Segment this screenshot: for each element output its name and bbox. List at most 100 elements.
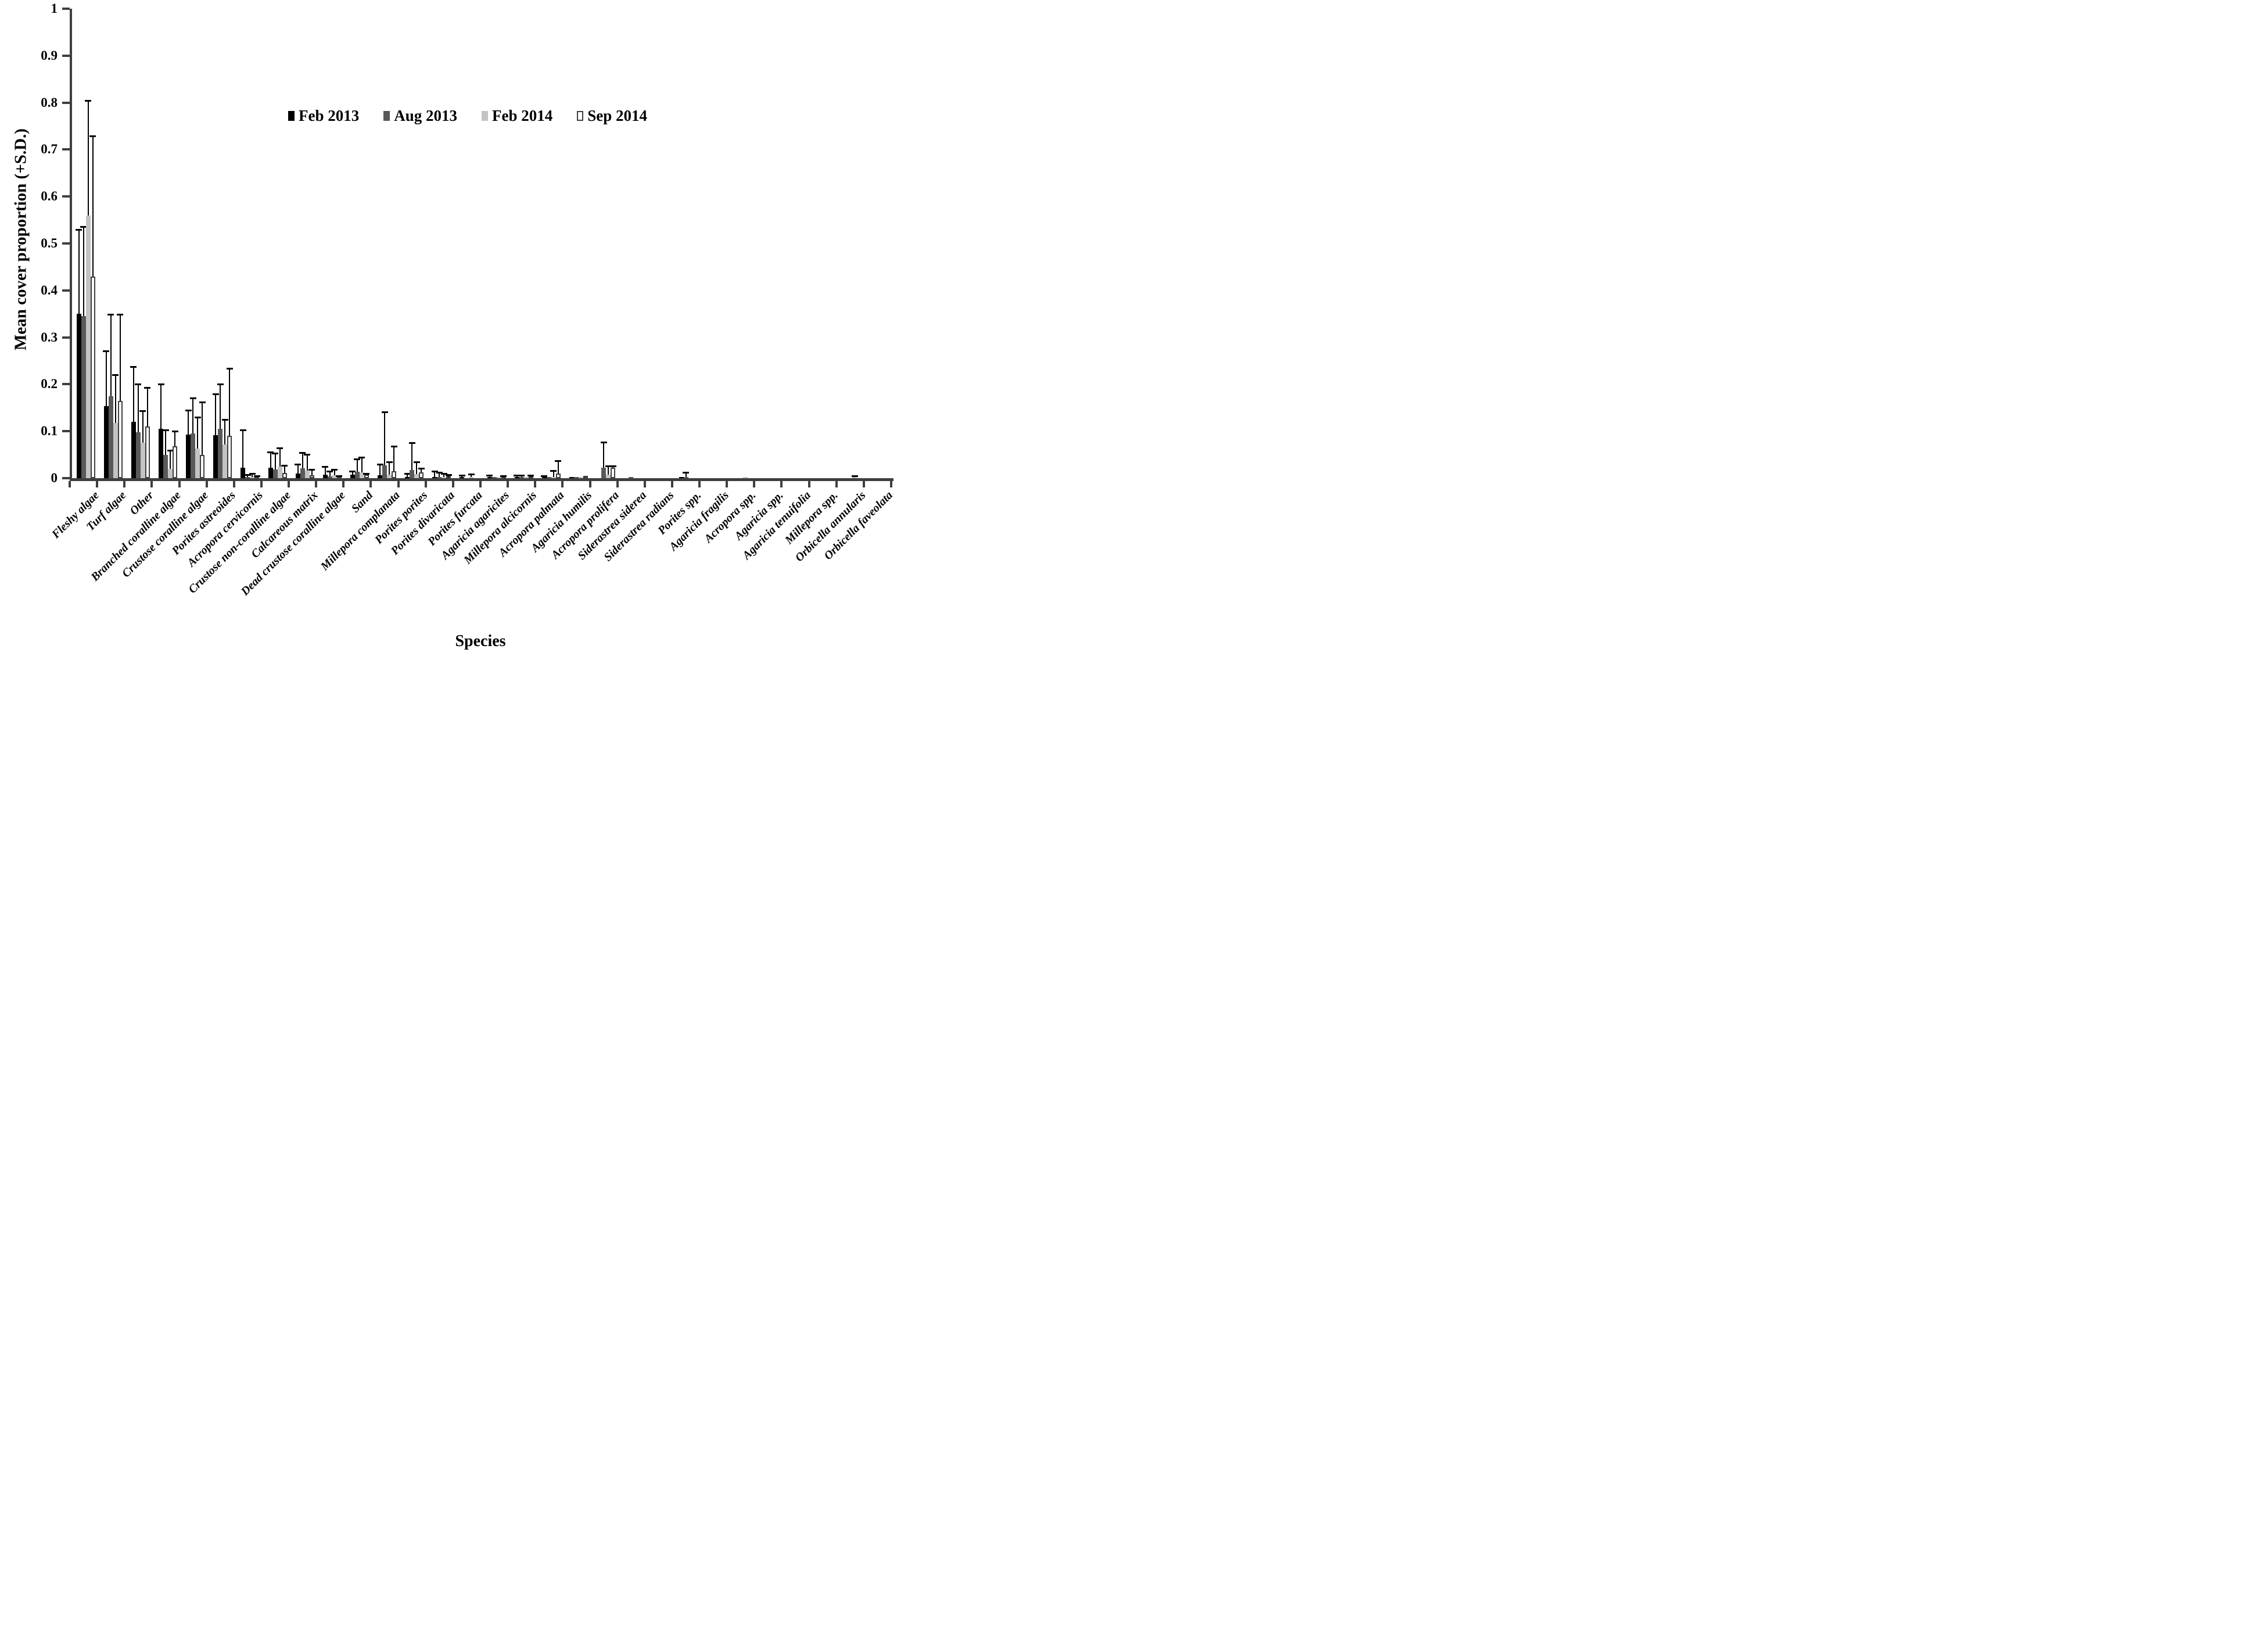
bar bbox=[514, 477, 519, 478]
bar bbox=[304, 471, 310, 478]
error-bar-line bbox=[105, 351, 107, 406]
bar bbox=[300, 468, 305, 478]
error-bar-line bbox=[439, 472, 440, 477]
error-bar-cap bbox=[683, 472, 689, 474]
x-axis-title: Species bbox=[455, 632, 506, 650]
y-axis-tick bbox=[62, 54, 70, 57]
error-bar-cap bbox=[336, 475, 343, 477]
y-axis-tick-label: 0.2 bbox=[41, 376, 58, 392]
bar bbox=[135, 432, 141, 478]
legend: Feb 2013 Aug 2013 Feb 2014 Sep 2014 bbox=[288, 108, 647, 124]
error-bar-line bbox=[284, 465, 285, 473]
error-bar-line bbox=[224, 419, 226, 444]
y-axis-tick bbox=[62, 148, 70, 151]
error-bar-cap bbox=[253, 475, 260, 477]
error-bar-cap bbox=[272, 453, 278, 454]
error-bar-line bbox=[393, 446, 394, 471]
legend-item-sep-2014: Sep 2014 bbox=[577, 108, 647, 124]
plot-area bbox=[70, 9, 893, 481]
error-bar-cap bbox=[381, 411, 388, 413]
error-bar-cap bbox=[76, 229, 82, 231]
error-bar-cap bbox=[440, 473, 447, 475]
x-axis-tick bbox=[150, 481, 153, 487]
y-axis-tick-label: 0.3 bbox=[41, 329, 58, 345]
error-bar-cap bbox=[171, 431, 178, 432]
error-bar-line bbox=[384, 412, 385, 465]
legend-swatch-sep-2014-icon bbox=[577, 111, 584, 121]
x-axis-tick bbox=[260, 481, 263, 487]
bar bbox=[168, 469, 173, 478]
error-bar-line bbox=[188, 410, 189, 435]
x-axis-tick bbox=[206, 481, 208, 487]
y-axis-tick-label: 0.8 bbox=[41, 95, 58, 110]
error-bar-line bbox=[92, 136, 94, 277]
error-bar-cap bbox=[189, 397, 196, 399]
error-bar-cap bbox=[217, 383, 224, 385]
y-axis-tick-label: 0.7 bbox=[41, 142, 58, 157]
error-bar-cap bbox=[413, 461, 420, 463]
x-axis-tick bbox=[835, 481, 838, 487]
error-bar-line bbox=[146, 388, 148, 426]
bar bbox=[629, 477, 634, 478]
error-bar-line bbox=[297, 464, 299, 474]
error-bar-cap bbox=[363, 473, 370, 475]
bar bbox=[295, 474, 300, 478]
error-bar-cap bbox=[354, 458, 361, 460]
y-axis-tick-label: 0.6 bbox=[41, 189, 58, 204]
bar bbox=[414, 474, 419, 478]
error-bar-line bbox=[202, 402, 203, 455]
error-bar-cap bbox=[212, 393, 219, 395]
error-bar-cap bbox=[103, 350, 110, 352]
bar bbox=[555, 474, 561, 478]
error-bar-cap bbox=[408, 442, 415, 444]
error-bar-cap bbox=[322, 466, 329, 468]
error-bar-cap bbox=[221, 419, 228, 421]
error-bar-cap bbox=[295, 464, 302, 465]
bar bbox=[378, 475, 382, 478]
error-bar-cap bbox=[358, 457, 365, 458]
error-bar-line bbox=[137, 384, 139, 432]
error-bar-cap bbox=[431, 471, 438, 472]
legend-swatch-aug-2013-icon bbox=[383, 111, 390, 121]
error-bar-cap bbox=[112, 374, 119, 376]
bar bbox=[195, 449, 200, 478]
bar bbox=[272, 469, 278, 478]
error-bar-cap bbox=[117, 314, 124, 315]
bar bbox=[85, 216, 91, 478]
y-axis-tick-label: 0.1 bbox=[41, 424, 58, 439]
error-bar-cap bbox=[85, 100, 92, 102]
x-axis-tick bbox=[178, 481, 181, 487]
bar bbox=[583, 476, 588, 478]
error-bar-line bbox=[142, 411, 143, 443]
bar bbox=[519, 477, 524, 478]
error-bar-line bbox=[421, 468, 422, 472]
x-axis-tick bbox=[96, 481, 98, 487]
error-bar-line bbox=[197, 417, 199, 449]
error-bar-cap bbox=[527, 475, 534, 476]
bar bbox=[213, 435, 218, 478]
error-bar-line bbox=[174, 431, 175, 446]
bar bbox=[241, 468, 246, 478]
bar bbox=[679, 477, 684, 478]
bar bbox=[546, 477, 551, 478]
bar bbox=[131, 422, 136, 478]
bar bbox=[191, 433, 196, 478]
error-bar-cap bbox=[555, 460, 562, 462]
bar bbox=[268, 468, 273, 478]
bar bbox=[90, 277, 95, 478]
error-bar-cap bbox=[390, 446, 397, 447]
bar bbox=[359, 472, 364, 478]
bar bbox=[491, 477, 497, 478]
legend-label: Aug 2013 bbox=[394, 107, 458, 124]
bar bbox=[387, 475, 392, 478]
legend-label: Feb 2014 bbox=[492, 107, 553, 124]
error-bar-line bbox=[471, 474, 472, 477]
x-axis-tick bbox=[507, 481, 509, 487]
error-bar-line bbox=[215, 394, 217, 435]
bar bbox=[173, 446, 177, 478]
error-bar-line bbox=[411, 443, 413, 470]
x-axis-tick bbox=[863, 481, 865, 487]
x-axis-tick bbox=[808, 481, 810, 487]
bar bbox=[487, 477, 492, 478]
error-bar-cap bbox=[199, 401, 206, 403]
